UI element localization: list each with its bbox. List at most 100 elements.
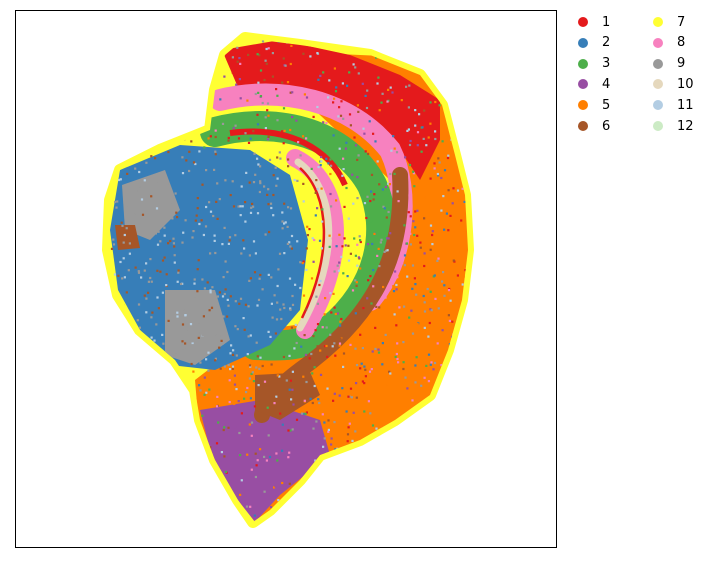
speckle-point <box>238 78 241 81</box>
speckle-point <box>342 352 346 355</box>
speckle-point <box>229 368 232 371</box>
speckle-point <box>410 309 413 312</box>
speckle-point <box>343 469 346 472</box>
speckle-point <box>130 226 133 229</box>
speckle-point <box>317 166 320 169</box>
speckle-point <box>222 410 225 413</box>
speckle-point <box>429 61 432 64</box>
speckle-point <box>167 242 170 245</box>
speckle-point <box>191 236 194 239</box>
speckle-point <box>396 357 399 361</box>
speckle-point <box>392 285 395 288</box>
speckle-point <box>181 349 184 352</box>
speckle-point <box>375 427 378 430</box>
speckle-point <box>326 387 329 390</box>
speckle-point <box>443 472 446 475</box>
speckle-point <box>119 519 122 522</box>
speckle-point <box>254 475 257 479</box>
speckle-point <box>455 52 458 55</box>
speckle-point <box>443 284 446 287</box>
speckle-point <box>150 195 153 198</box>
speckle-point <box>376 160 379 163</box>
speckle-point <box>234 124 237 127</box>
speckle-point <box>134 266 137 269</box>
speckle-point <box>286 225 289 228</box>
legend-entry-11: 11 <box>653 95 694 115</box>
spatial-scatter-plot <box>15 10 557 548</box>
speckle-point <box>253 152 256 155</box>
speckle-point <box>462 104 465 107</box>
speckle-point <box>140 86 143 89</box>
speckle-point <box>135 103 138 106</box>
speckle-point <box>275 88 278 91</box>
speckle-point <box>305 137 308 140</box>
speckle-point <box>306 491 309 494</box>
speckle-point <box>451 202 454 205</box>
speckle-point <box>205 205 208 209</box>
speckle-point <box>237 400 240 403</box>
speckle-point <box>294 283 297 286</box>
speckle-point <box>330 164 333 167</box>
speckle-point <box>299 286 302 290</box>
speckle-point <box>356 264 359 267</box>
speckle-point <box>256 459 259 462</box>
speckle-point <box>411 399 414 402</box>
speckle-point <box>357 154 360 157</box>
speckle-point <box>355 281 358 284</box>
speckle-point <box>406 275 409 278</box>
speckle-point <box>387 493 390 496</box>
speckle-point <box>332 134 335 137</box>
speckle-point <box>157 307 160 310</box>
speckle-point <box>347 244 350 247</box>
speckle-point <box>188 116 192 119</box>
speckle-point <box>224 288 227 291</box>
speckle-point <box>275 318 279 321</box>
speckle-point <box>205 519 208 522</box>
cluster-1-crescent <box>299 167 326 319</box>
speckle-point <box>213 429 216 432</box>
speckle-point <box>125 132 128 135</box>
speckle-point <box>160 518 164 521</box>
speckle-point <box>141 48 145 51</box>
speckle-point <box>246 353 249 356</box>
legend-swatch-9 <box>653 58 663 69</box>
speckle-point <box>397 430 400 433</box>
speckle-point <box>408 84 411 87</box>
speckle-point <box>138 170 141 174</box>
speckle-point <box>239 493 242 496</box>
speckle-point <box>110 331 113 334</box>
speckle-point <box>148 519 151 522</box>
speckle-point <box>465 447 468 450</box>
speckle-point <box>216 217 219 220</box>
speckle-point <box>266 138 269 141</box>
speckle-point <box>132 64 135 67</box>
speckle-point <box>400 514 404 517</box>
speckle-point <box>134 92 137 95</box>
speckle-point <box>370 302 373 305</box>
speckle-point <box>247 53 250 56</box>
speckle-point <box>381 188 384 191</box>
speckle-point <box>281 130 284 133</box>
speckle-point <box>143 179 146 182</box>
speckle-point <box>246 99 249 102</box>
speckle-point <box>376 82 379 85</box>
speckle-point <box>115 510 118 513</box>
speckle-point <box>354 254 357 257</box>
speckle-point <box>196 486 199 489</box>
speckle-point <box>118 453 121 456</box>
speckle-point <box>423 376 426 379</box>
speckle-point <box>405 85 408 88</box>
speckle-point <box>380 238 383 241</box>
speckle-point <box>133 437 136 440</box>
speckle-point <box>366 195 369 198</box>
speckle-point <box>153 71 157 74</box>
speckle-point <box>329 333 332 336</box>
speckle-point <box>447 395 450 398</box>
speckle-point <box>274 166 277 169</box>
speckle-point <box>231 365 235 368</box>
speckle-point <box>232 127 235 130</box>
speckle-point <box>253 271 257 274</box>
speckle-point <box>128 252 131 255</box>
speckle-point <box>181 241 184 244</box>
speckle-point <box>135 189 138 193</box>
